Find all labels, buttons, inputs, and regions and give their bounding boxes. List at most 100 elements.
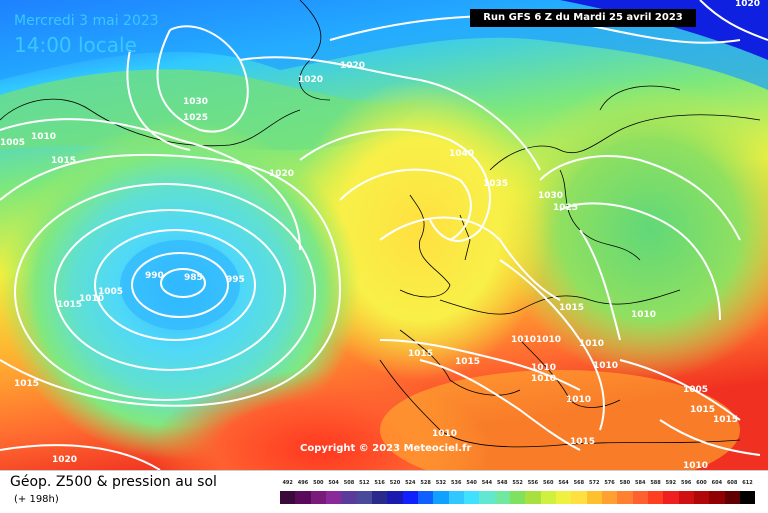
- scale-label: 560: [543, 480, 554, 486]
- scale-label: 500: [313, 480, 324, 486]
- isobar-label: 1010: [536, 335, 561, 345]
- isobar-label: 1005: [683, 385, 708, 395]
- isobar-label: 1010: [631, 310, 656, 320]
- isobar-label: 1010: [531, 374, 556, 384]
- isobar-label: 1010: [432, 429, 457, 439]
- isobar-label: 1015: [408, 349, 433, 359]
- scale-label: 556: [527, 480, 539, 486]
- isobar-label: 1010: [593, 361, 618, 371]
- scale-swatch: [617, 491, 633, 504]
- scale-label: 584: [634, 480, 646, 486]
- scale-swatch: [571, 491, 587, 504]
- scale-label: 508: [343, 480, 355, 486]
- isobar-label: 1015: [14, 379, 39, 389]
- isobar-label: 1015: [57, 300, 82, 310]
- isobar-label: 1015: [570, 437, 595, 447]
- isobar-label: 1025: [183, 113, 208, 123]
- scale-label: 524: [405, 480, 416, 486]
- scale-label: 536: [451, 480, 462, 486]
- scale-label: 504: [328, 480, 339, 486]
- color-scale: 492 496 500 504 508 512 516 520 524 528 532 536 540 5…: [280, 480, 756, 504]
- isobar-label: 1010: [531, 363, 556, 373]
- scale-label: 580: [619, 480, 631, 486]
- isobar-label: 1035: [483, 179, 508, 189]
- scale-label: 544: [481, 480, 493, 486]
- scale-label: 540: [466, 480, 477, 486]
- scale-swatch: [295, 491, 311, 504]
- isobar-label: 1020: [298, 75, 323, 85]
- scale-label: 548: [497, 480, 508, 486]
- scale-label: 552: [512, 480, 523, 486]
- isobar-label: 1015: [713, 415, 738, 425]
- scale-label: 572: [589, 480, 600, 486]
- scale-label: 516: [374, 480, 385, 486]
- scale-swatch: [417, 491, 434, 504]
- scale-swatch: [724, 491, 740, 504]
- scale-label: 496: [297, 480, 309, 486]
- scale-swatch: [601, 491, 618, 504]
- isobar-label: 1020: [340, 61, 365, 71]
- scale-label: 512: [359, 480, 370, 486]
- scale-label: 564: [558, 480, 569, 486]
- isobar-label: 1020: [269, 169, 294, 179]
- scale-swatch: [356, 491, 372, 504]
- scale-swatch: [586, 491, 602, 504]
- isobar-label: 1010: [683, 461, 708, 470]
- scale-label: 576: [604, 480, 615, 486]
- scale-swatch: [632, 491, 648, 504]
- isobar-label: 1010: [79, 294, 104, 304]
- scale-swatch: [509, 491, 526, 504]
- isobars: [0, 0, 768, 470]
- color-scale-bar: [280, 491, 756, 504]
- scale-label: 532: [435, 480, 447, 486]
- scale-label: 608: [726, 480, 738, 486]
- run-info: Run GFS 6 Z du Mardi 25 avril 2023: [470, 9, 696, 27]
- scale-swatch: [310, 491, 326, 504]
- geopotential-field: 1020 1020 1020 1030 1025 1010 1005 1015 …: [0, 0, 768, 470]
- scale-swatch: [540, 491, 556, 504]
- scale-label: 528: [420, 480, 431, 486]
- isobar-label: 1015: [690, 405, 715, 415]
- scale-swatch: [494, 491, 510, 504]
- scale-label: 600: [696, 480, 707, 486]
- isobar-label: 1005: [98, 287, 123, 297]
- scale-swatch: [709, 491, 725, 504]
- isobar-label: 1025: [553, 203, 578, 213]
- isobar-label: 1030: [183, 97, 208, 107]
- isobar-label: 1030: [538, 191, 563, 201]
- forecast-hour: (+ 198h): [14, 494, 59, 505]
- scale-swatch: [433, 491, 449, 504]
- scale-swatch: [525, 491, 541, 504]
- color-scale-labels: 492 496 500 504 508 512 516 520 524 528 532 536 540 5…: [280, 480, 755, 490]
- isobar-label: 995: [226, 275, 245, 285]
- scale-swatch: [693, 491, 710, 504]
- isobar-label: 990: [145, 271, 164, 281]
- isobar-label: 1015: [455, 357, 480, 367]
- isobar-label: 1040: [449, 149, 474, 159]
- scale-swatch: [402, 491, 418, 504]
- isobar-label: 1015: [559, 303, 584, 313]
- scale-label: 588: [650, 480, 661, 486]
- scale-label: 604: [711, 480, 723, 486]
- scale-label: 592: [665, 480, 677, 486]
- isobar-label: 1010: [579, 339, 604, 349]
- scale-label: 612: [742, 480, 753, 486]
- scale-label: 520: [389, 480, 401, 486]
- isobar-label: 1010: [31, 132, 56, 142]
- isobar-label: 1020: [735, 0, 760, 9]
- scale-swatch: [280, 491, 296, 504]
- isobar-label: 1010: [511, 335, 536, 345]
- scale-swatch: [479, 491, 495, 504]
- isobar-label: 1010: [566, 395, 591, 405]
- copyright-notice: Copyright © 2023 Meteociel.fr: [300, 443, 472, 454]
- scale-swatch: [387, 491, 403, 504]
- scale-swatch: [341, 491, 357, 504]
- valid-time: 14:00 locale: [14, 33, 137, 57]
- scale-swatch: [739, 491, 756, 504]
- scale-swatch: [463, 491, 480, 504]
- isobar-label: 1005: [0, 138, 25, 148]
- scale-label: 568: [573, 480, 585, 486]
- scale-swatch: [647, 491, 664, 504]
- scale-label: 596: [680, 480, 692, 486]
- isobar-labels: 1020 1020 1020 1030 1025 1010 1005 1015 …: [0, 0, 760, 470]
